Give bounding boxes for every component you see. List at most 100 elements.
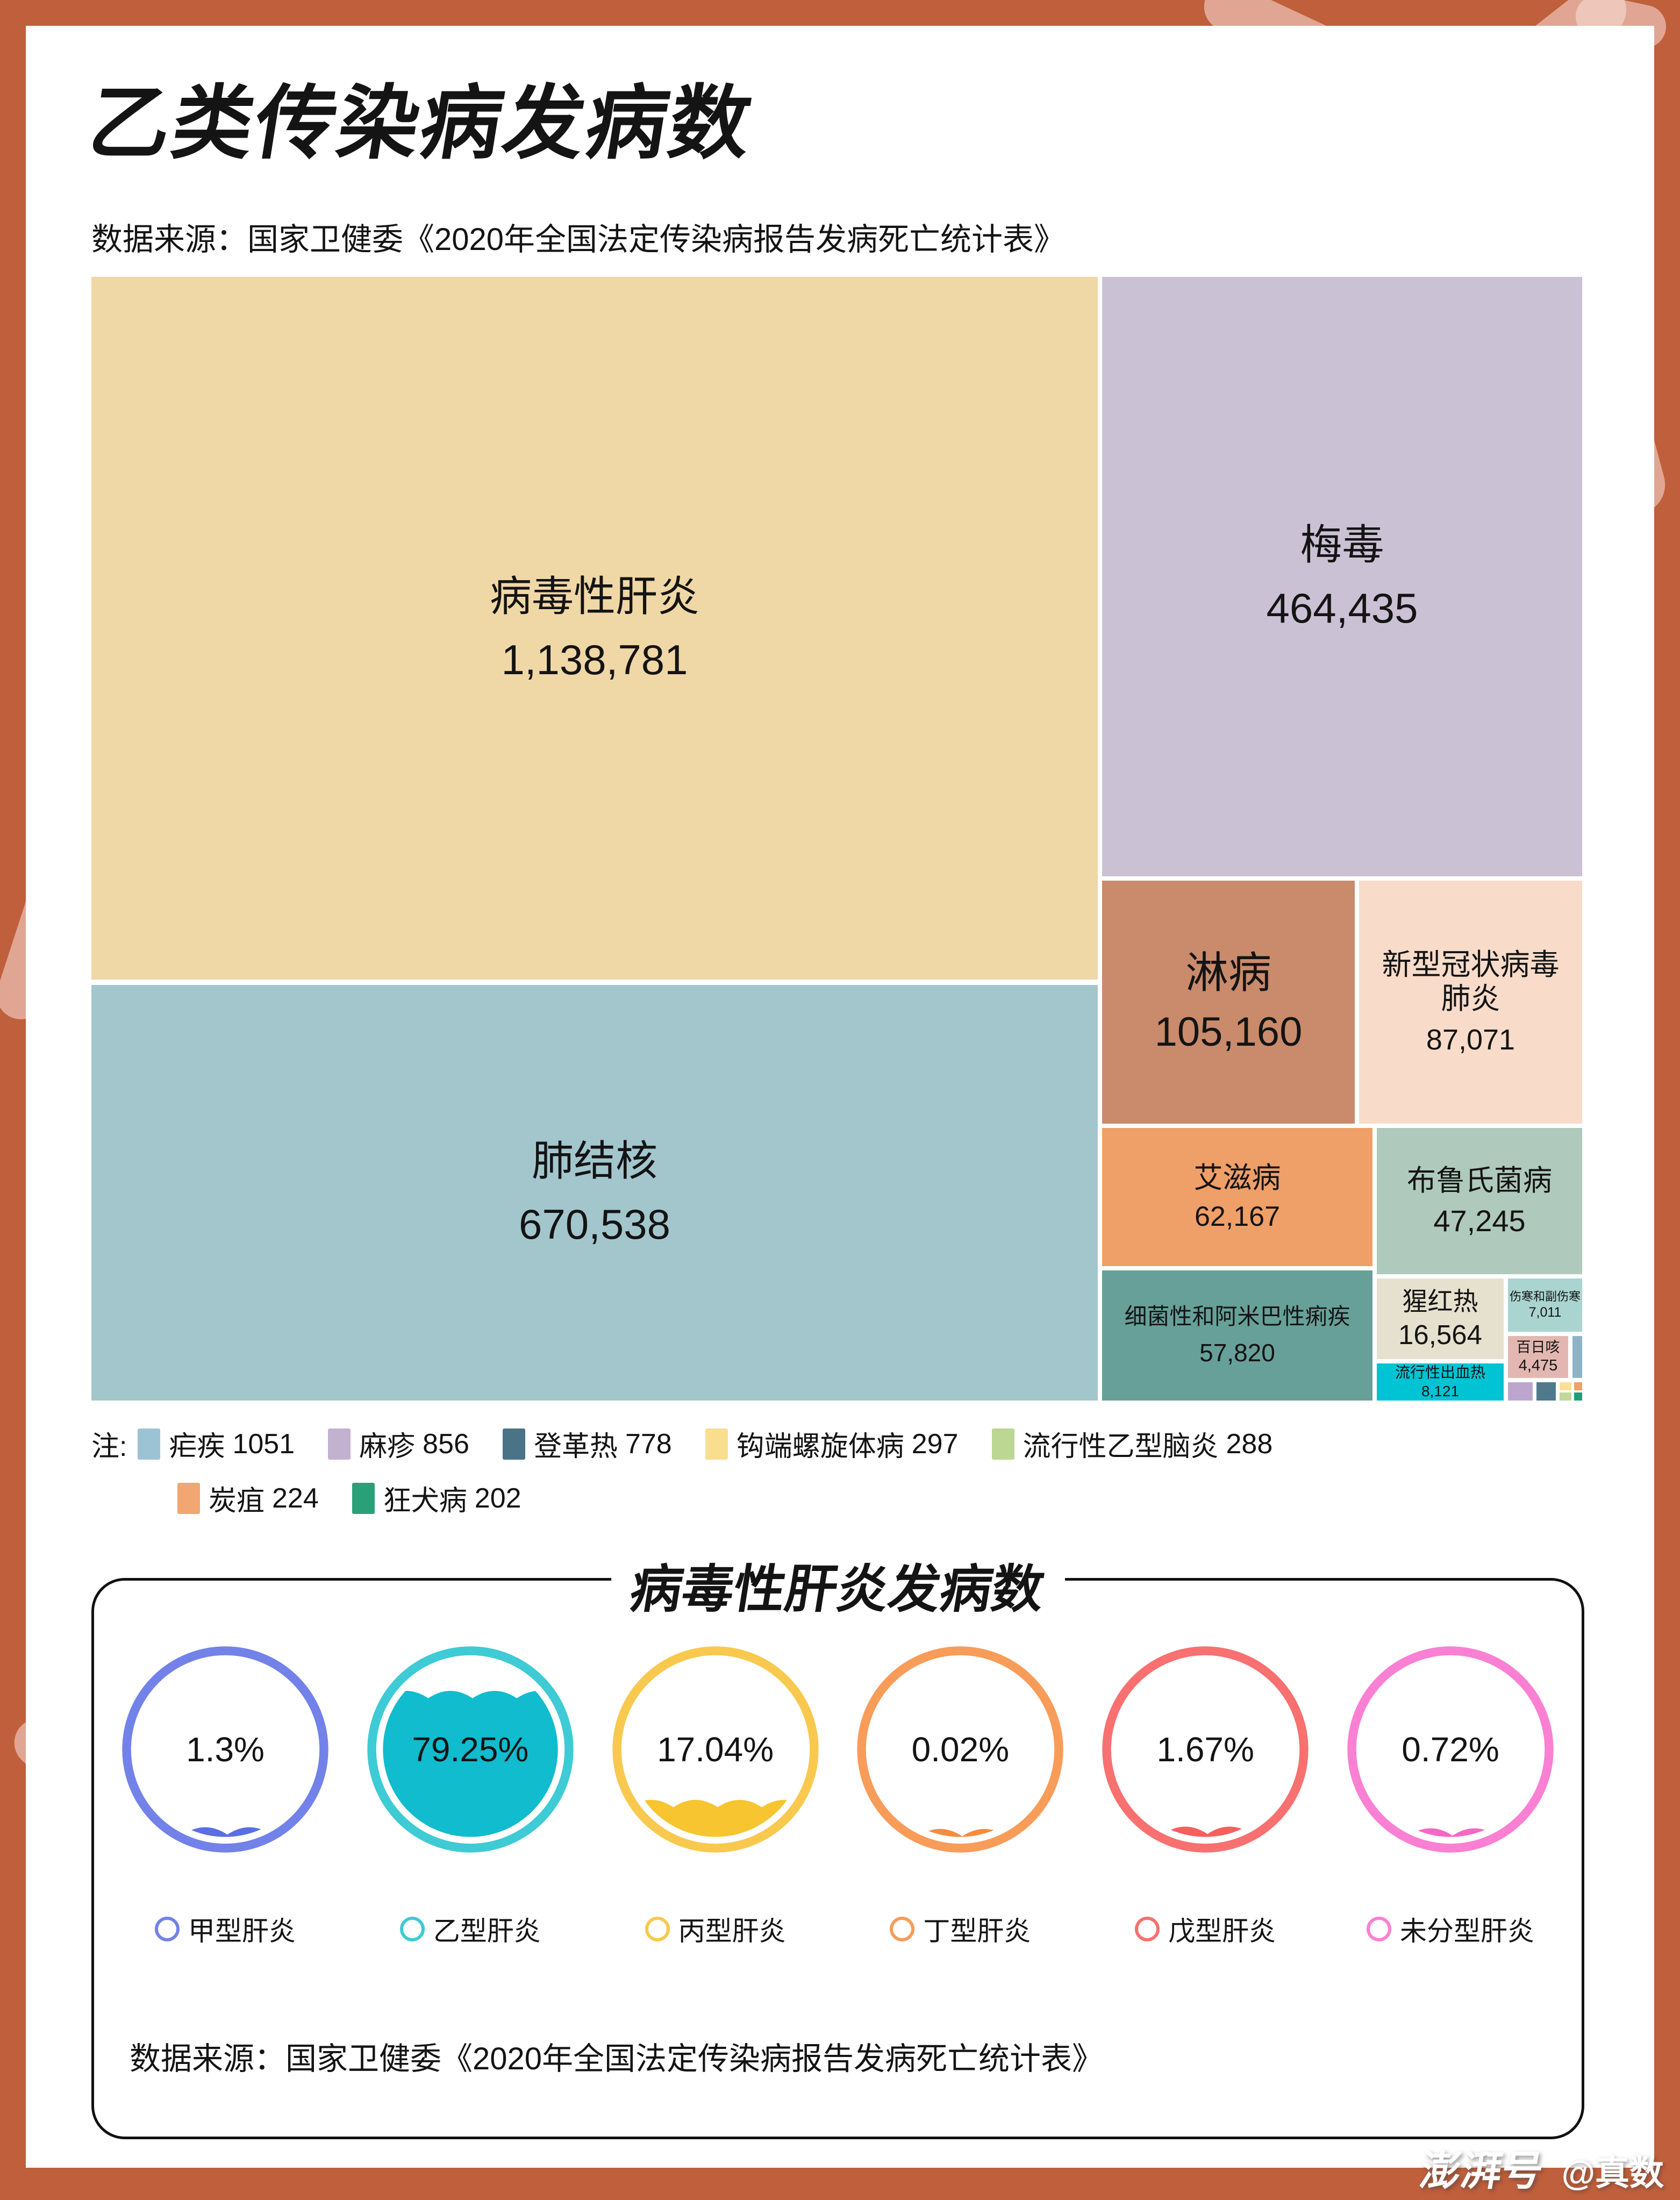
gauge-label-hepatitis-d: 丁型肝炎: [850, 1910, 1070, 1948]
treemap-cell-covid19-pneumonia: 新型冠状病毒肺炎 87,071: [1359, 881, 1582, 1124]
gauge-label-text: 甲型肝炎: [188, 1916, 296, 1946]
legend-item-measles: 麻疹 856: [328, 1424, 469, 1464]
cell-value: 47,245: [1433, 1203, 1526, 1238]
gauge-label-text: 未分型肝炎: [1399, 1916, 1534, 1946]
legend-label: 流行性乙型脑炎: [1023, 1431, 1219, 1462]
legend-value: 856: [423, 1428, 469, 1460]
treemap-cell-dengue: [1536, 1382, 1556, 1401]
legend-value: 297: [911, 1428, 959, 1460]
treemap-cell-brucellosis: 布鲁氏菌病 47,245: [1377, 1128, 1582, 1274]
gauge-percent: 0.02%: [911, 1730, 1010, 1769]
ring-icon: [1135, 1917, 1160, 1941]
treemap-chart: 病毒性肝炎 1,138,781 肺结核 670,538 梅毒 464,435 淋…: [91, 277, 1582, 1401]
treemap-cell-malaria: [1572, 1336, 1582, 1378]
legend-swatch: [502, 1428, 525, 1460]
treemap-cell-leptospirosis: [1560, 1382, 1571, 1390]
panel-title: 病毒性肝炎发病数: [611, 1547, 1065, 1622]
treemap-cell-scarlet-fever: 猩红热 16,564: [1377, 1278, 1504, 1359]
treemap-cell-anthrax: [1574, 1382, 1582, 1390]
cell-value: 1,138,781: [501, 635, 688, 683]
legend-swatch: [138, 1428, 161, 1460]
gauge-row: 1.3% 79.25%: [94, 1644, 1582, 1855]
gauge-label-text: 戊型肝炎: [1168, 1916, 1276, 1946]
watermark-account: @真数: [1561, 2154, 1664, 2192]
ring-icon: [155, 1917, 180, 1941]
legend-item-anthrax: 炭疽 224: [177, 1478, 319, 1518]
gauge-percent: 1.67%: [1156, 1730, 1254, 1769]
cell-label: 猩红热: [1402, 1287, 1478, 1316]
legend-item-malaria: 疟疾 1051: [138, 1424, 295, 1464]
ring-icon: [399, 1917, 425, 1941]
legend-label: 钩端螺旋体病: [736, 1431, 904, 1462]
treemap-cell-japanese-encephalitis: [1560, 1392, 1571, 1401]
cell-value: 62,167: [1194, 1201, 1281, 1232]
gauge-label-text: 丁型肝炎: [923, 1916, 1031, 1946]
cell-label: 淋病: [1185, 949, 1271, 997]
liquid-gauge-icon: [122, 1646, 328, 1853]
gauge-hepatitis-d: 0.02%: [850, 1644, 1070, 1855]
legend-row-1: 注: 疟疾 1051 麻疹 856 登革热 778: [91, 1424, 1597, 1464]
cell-label: 流行性出血热: [1395, 1363, 1485, 1381]
legend-item-leptospirosis: 钩端螺旋体病 297: [705, 1424, 959, 1464]
cell-label: 梅毒: [1300, 520, 1384, 568]
cell-value: 464,435: [1266, 584, 1418, 632]
gauge-hepatitis-e: 1.67%: [1096, 1644, 1315, 1855]
gauge-label-hepatitis-e: 戊型肝炎: [1096, 1910, 1315, 1948]
legend-item-rabies: 狂犬病 202: [352, 1478, 521, 1518]
cell-label: 肺结核: [531, 1137, 657, 1184]
legend-swatch: [352, 1482, 375, 1514]
cell-label: 新型冠状病毒肺炎: [1382, 947, 1560, 1015]
cell-value: 8,121: [1421, 1383, 1460, 1399]
gauge-percent: 1.3%: [186, 1730, 264, 1769]
cell-label: 病毒性肝炎: [489, 572, 699, 620]
liquid-gauge-icon: [857, 1646, 1064, 1853]
cell-value: 105,160: [1154, 1009, 1303, 1055]
cell-label: 布鲁氏菌病: [1407, 1164, 1552, 1197]
treemap-cell-aids: 艾滋病 62,167: [1102, 1128, 1372, 1266]
gauge-label-row: 甲型肝炎 乙型肝炎 丙型肝炎 丁型肝炎 戊型肝炎: [94, 1910, 1582, 1948]
treemap-cell-viral-hepatitis: 病毒性肝炎 1,138,781: [91, 277, 1098, 980]
treemap-cell-rabies: [1574, 1392, 1582, 1401]
treemap-cell-epidemic-hemorrhagic-fever: 流行性出血热 8,121: [1377, 1363, 1504, 1401]
hepatitis-panel: 病毒性肝炎发病数 1.3%: [91, 1547, 1584, 2139]
data-source-line: 数据来源：国家卫健委《2020年全国法定传染病报告发病死亡统计表》: [91, 222, 1066, 257]
treemap-cell-tuberculosis: 肺结核 670,538: [91, 985, 1098, 1401]
gauge-label-hepatitis-c: 丙型肝炎: [606, 1910, 825, 1948]
cell-value: 87,071: [1426, 1024, 1515, 1056]
gauge-hepatitis-c: 17.04%: [606, 1644, 825, 1855]
poster-canvas: 乙类传染病发病数 数据来源：国家卫健委《2020年全国法定传染病报告发病死亡统计…: [26, 26, 1654, 2168]
page-title: 乙类传染病发病数: [83, 78, 760, 168]
cell-value: 670,538: [519, 1200, 670, 1248]
legend-swatch: [177, 1482, 200, 1514]
liquid-gauge-icon: [1102, 1646, 1309, 1853]
ring-icon: [890, 1917, 915, 1941]
gauge-label-hepatitis-a: 甲型肝炎: [116, 1910, 335, 1948]
cell-value: 4,475: [1518, 1356, 1558, 1374]
legend-label: 麻疹: [359, 1431, 416, 1462]
treemap-cell-syphilis: 梅毒 464,435: [1102, 277, 1582, 876]
cell-value: 57,820: [1199, 1338, 1275, 1367]
treemap-cell-typhoid-paratyphoid: 伤寒和副伤寒 7,011: [1508, 1278, 1582, 1332]
legend-swatch: [991, 1428, 1014, 1460]
cell-label: 百日咳: [1516, 1339, 1560, 1355]
watermark: 澎湃号 @真数: [1417, 2138, 1664, 2197]
legend-label: 炭疽: [209, 1485, 265, 1517]
cell-value: 7,011: [1528, 1305, 1562, 1320]
legend-value: 778: [625, 1428, 672, 1460]
legend-row-2: 炭疽 224 狂犬病 202: [177, 1478, 1597, 1518]
treemap-cell-measles: [1508, 1382, 1533, 1401]
cell-value: 16,564: [1398, 1319, 1482, 1350]
ring-icon: [645, 1917, 670, 1941]
gauge-percent: 79.25%: [412, 1730, 529, 1769]
liquid-gauge-icon: [367, 1646, 574, 1853]
treemap-legend: 注: 疟疾 1051 麻疹 856 登革热 778: [91, 1424, 1597, 1532]
panel-data-source: 数据来源：国家卫健委《2020年全国法定传染病报告发病死亡统计表》: [130, 2041, 1104, 2076]
legend-label: 登革热: [533, 1431, 618, 1462]
gauge-hepatitis-untyped: 0.72%: [1341, 1644, 1560, 1855]
legend-item-dengue: 登革热 778: [502, 1424, 672, 1464]
gauge-hepatitis-b: 79.25%: [361, 1644, 580, 1855]
cell-label: 细菌性和阿米巴性痢疾: [1124, 1304, 1350, 1330]
legend-value: 1051: [232, 1428, 295, 1460]
ring-icon: [1366, 1917, 1391, 1941]
gauge-percent: 17.04%: [657, 1730, 774, 1769]
